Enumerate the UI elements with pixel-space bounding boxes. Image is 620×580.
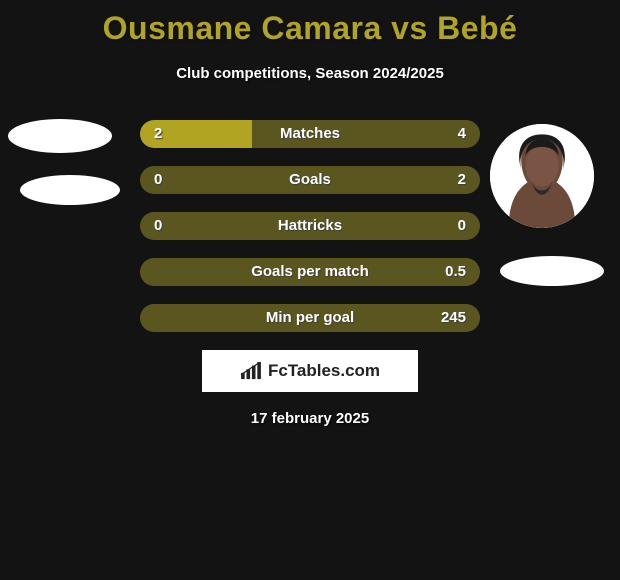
- stat-label: Min per goal: [140, 304, 480, 332]
- stat-row: 0Hattricks0: [140, 212, 480, 240]
- stat-value-right: 0.5: [445, 258, 466, 286]
- stat-label: Hattricks: [140, 212, 480, 240]
- player-left-avatar-shadow: [20, 175, 120, 205]
- stat-value-right: 0: [458, 212, 466, 240]
- page-title: Ousmane Camara vs Bebé: [0, 0, 620, 47]
- player-left-avatar: [8, 119, 112, 153]
- footer-date: 17 february 2025: [0, 410, 620, 427]
- bar-chart-icon: [240, 362, 262, 380]
- player-right-avatar-shadow: [500, 256, 604, 286]
- stat-value-right: 2: [458, 166, 466, 194]
- stat-row: Goals per match0.5: [140, 258, 480, 286]
- stat-row: 2Matches4: [140, 120, 480, 148]
- stat-value-right: 245: [441, 304, 466, 332]
- branding-text: FcTables.com: [268, 361, 380, 381]
- branding-box: FcTables.com: [202, 350, 418, 392]
- player-right-avatar: [490, 124, 594, 228]
- comparison-stats: 2Matches40Goals20Hattricks0Goals per mat…: [140, 120, 480, 332]
- player-photo-icon: [490, 124, 594, 228]
- stat-label: Matches: [140, 120, 480, 148]
- stat-value-right: 4: [458, 120, 466, 148]
- stat-row: Min per goal245: [140, 304, 480, 332]
- page-subtitle: Club competitions, Season 2024/2025: [0, 65, 620, 82]
- stat-label: Goals: [140, 166, 480, 194]
- stat-row: 0Goals2: [140, 166, 480, 194]
- stat-label: Goals per match: [140, 258, 480, 286]
